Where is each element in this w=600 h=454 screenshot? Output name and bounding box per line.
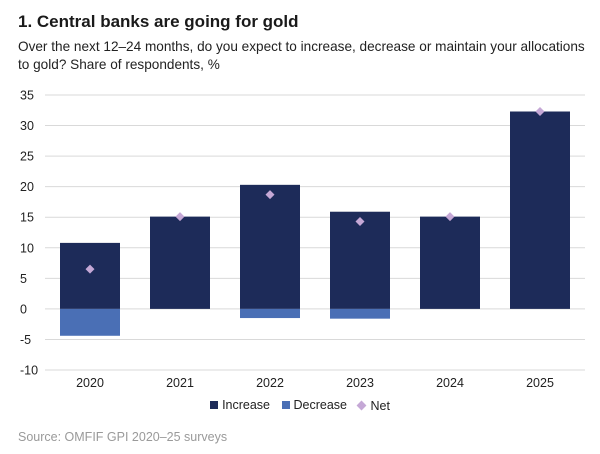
legend-item-increase: Increase [210, 398, 270, 412]
chart-legend: Increase Decrease Net [0, 398, 600, 413]
net-marker-2023 [355, 217, 365, 226]
y-tick-label--10: -10 [20, 364, 38, 378]
x-tick-label-2025: 2025 [526, 376, 554, 390]
decrease-bar-2023 [330, 308, 390, 319]
increase-bar-2022 [240, 184, 300, 309]
y-tick-label-5: 5 [20, 272, 27, 286]
net-diamond-icon [357, 400, 367, 411]
legend-item-decrease: Decrease [281, 398, 348, 412]
y-tick-label-30: 30 [20, 119, 34, 133]
source-note: Source: OMFIF GPI 2020–25 surveys [18, 430, 228, 444]
increase-bar-2020 [60, 242, 120, 309]
y-tick-label-25: 25 [20, 150, 34, 164]
y-tick-label-15: 15 [20, 211, 34, 225]
y-tick-label--5: -5 [20, 333, 31, 347]
chart-title: 1. Central banks are going for gold [18, 12, 299, 31]
net-marker-2022 [265, 190, 275, 200]
y-tick-label-20: 20 [20, 180, 34, 194]
increase-bar-2023 [330, 211, 390, 309]
net-marker-2024 [445, 212, 455, 222]
legend-item-net: Net [357, 398, 390, 413]
increase-bar-2024 [420, 216, 480, 309]
decrease-swatch [281, 401, 290, 409]
x-tick-label-2024: 2024 [436, 376, 464, 390]
increase-swatch [210, 401, 219, 409]
legend-label-net: Net [370, 398, 390, 413]
y-tick-label-10: 10 [20, 241, 34, 255]
increase-bar-2021 [150, 216, 210, 309]
net-marker-2021 [175, 212, 185, 222]
legend-label-decrease: Decrease [293, 398, 348, 412]
chart-subtitle: Over the next 12–24 months, do you expec… [18, 39, 585, 72]
x-tick-label-2023: 2023 [346, 376, 374, 390]
decrease-bar-2020 [60, 308, 120, 336]
net-marker-2020 [85, 264, 95, 274]
y-tick-label-0: 0 [20, 302, 27, 316]
net-marker-2025 [535, 107, 545, 116]
x-tick-label-2020: 2020 [76, 376, 104, 390]
increase-bar-2025 [510, 111, 570, 309]
x-tick-label-2022: 2022 [256, 376, 284, 390]
x-tick-label-2021: 2021 [166, 376, 194, 390]
legend-label-increase: Increase [222, 398, 271, 412]
y-tick-label-35: 35 [20, 89, 34, 103]
decrease-bar-2022 [240, 308, 300, 319]
